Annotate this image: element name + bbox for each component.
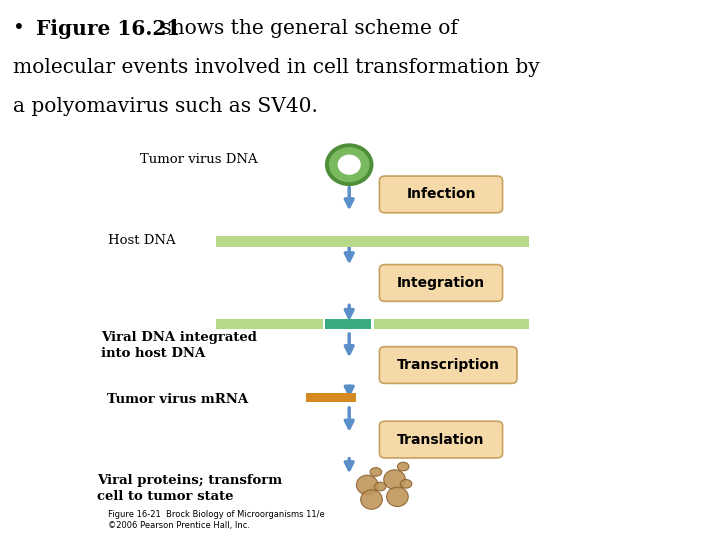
Ellipse shape (387, 487, 408, 507)
Text: shows the general scheme of: shows the general scheme of (155, 19, 458, 38)
Ellipse shape (370, 468, 382, 476)
FancyBboxPatch shape (379, 421, 503, 458)
Text: Tumor virus DNA: Tumor virus DNA (140, 153, 258, 166)
Ellipse shape (356, 475, 378, 495)
Text: molecular events involved in cell transformation by: molecular events involved in cell transf… (13, 58, 540, 77)
Ellipse shape (374, 482, 386, 491)
Text: Transcription: Transcription (397, 358, 500, 372)
Ellipse shape (397, 462, 409, 471)
Ellipse shape (338, 154, 361, 175)
Bar (216, 236, 529, 247)
Ellipse shape (327, 145, 372, 184)
Bar (325, 319, 371, 329)
Text: Viral DNA integrated
into host DNA: Viral DNA integrated into host DNA (101, 331, 256, 360)
Bar (374, 319, 529, 329)
Bar (306, 393, 356, 402)
Ellipse shape (400, 480, 412, 488)
Ellipse shape (361, 490, 382, 509)
Text: Host DNA: Host DNA (108, 234, 176, 247)
Text: Integration: Integration (397, 276, 485, 290)
Ellipse shape (384, 470, 405, 489)
Text: Viral proteins; transform
cell to tumor state: Viral proteins; transform cell to tumor … (97, 474, 282, 503)
Text: Tumor virus mRNA: Tumor virus mRNA (107, 393, 248, 406)
Text: •: • (13, 19, 31, 38)
Text: Translation: Translation (397, 433, 485, 447)
Text: Figure 16-21  Brock Biology of Microorganisms 11/e
©2006 Pearson Prentice Hall, : Figure 16-21 Brock Biology of Microorgan… (108, 510, 325, 530)
FancyBboxPatch shape (379, 176, 503, 213)
FancyBboxPatch shape (379, 347, 517, 383)
Text: Figure 16.21: Figure 16.21 (36, 19, 180, 39)
Bar (216, 319, 323, 329)
Text: Infection: Infection (406, 187, 476, 201)
Text: a polyomavirus such as SV40.: a polyomavirus such as SV40. (13, 97, 318, 116)
FancyBboxPatch shape (379, 265, 503, 301)
